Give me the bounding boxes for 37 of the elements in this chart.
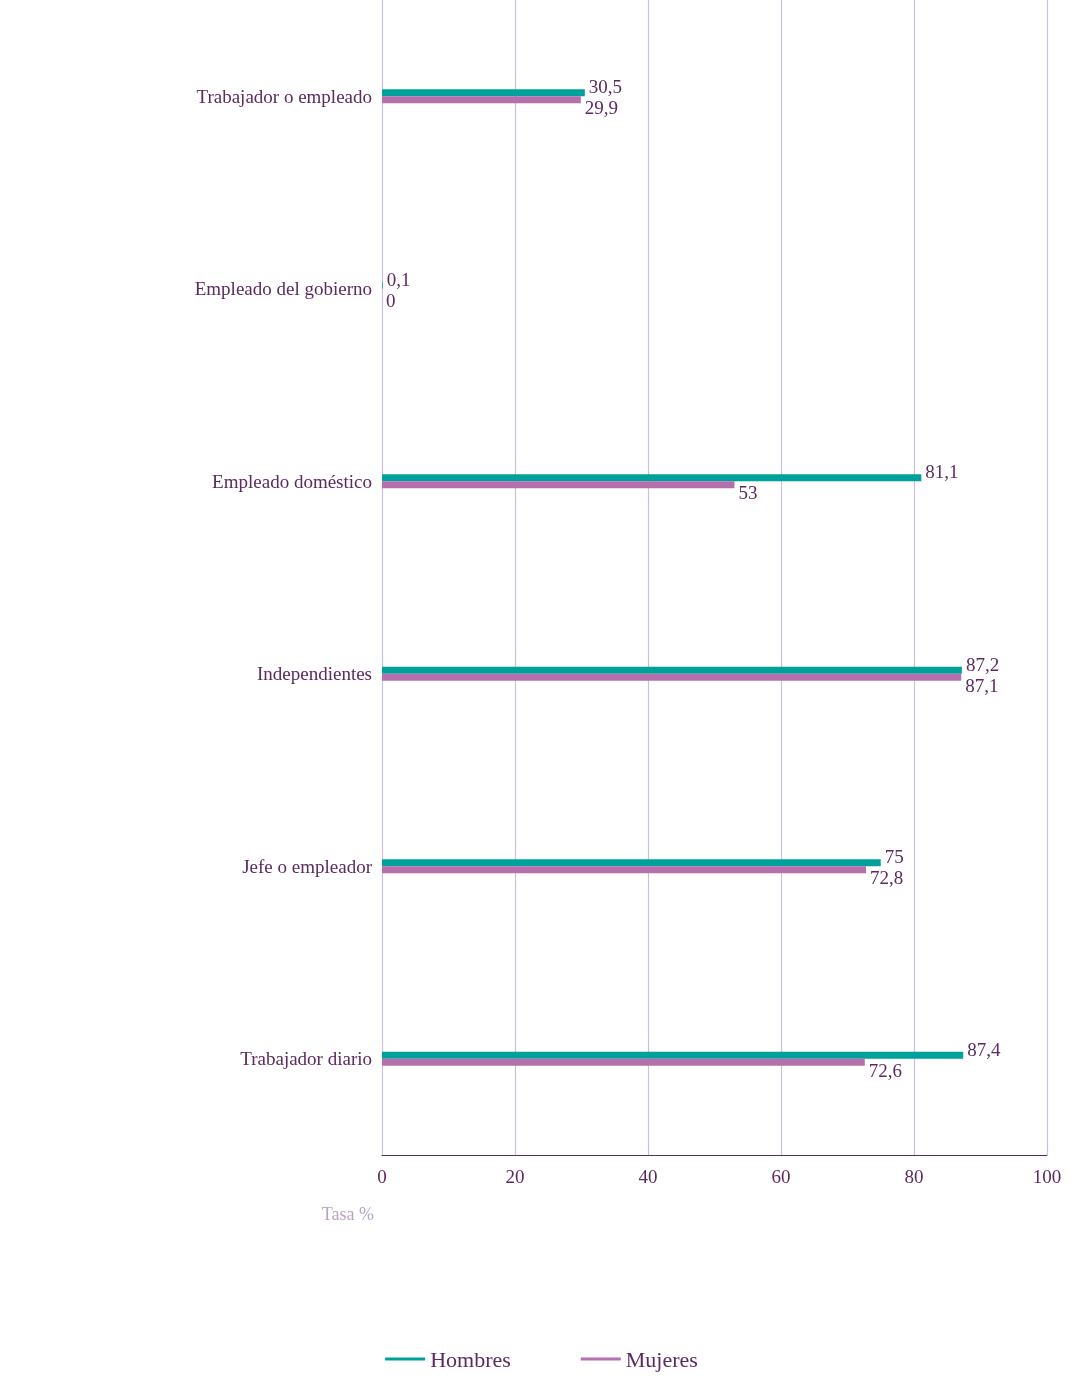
x-tick-label: 40: [638, 1166, 658, 1187]
bar: [382, 474, 922, 482]
data-label: 87,2: [965, 653, 1000, 675]
data-label: 0: [386, 289, 396, 311]
data-label: 30,5: [588, 76, 623, 98]
legend-label: Mujeres: [625, 1346, 698, 1372]
data-label: 0,1: [386, 268, 411, 290]
y-tick-label: Jefe o empleador: [242, 855, 373, 877]
x-tick-label: 20: [505, 1166, 525, 1187]
data-label: 87,4: [967, 1038, 1001, 1060]
bar: [382, 673, 962, 681]
bar: [382, 96, 581, 104]
y-tick-label: Empleado del gobierno: [194, 278, 372, 300]
data-label: 87,1: [965, 674, 999, 696]
bar: [382, 89, 585, 97]
x-tick-label: 60: [771, 1166, 791, 1187]
data-label: 81,1: [925, 461, 959, 483]
data-label: 53: [738, 482, 758, 504]
bar: [382, 1058, 865, 1066]
legend-label: Hombres: [430, 1346, 511, 1372]
y-tick-label: Trabajador diario: [240, 1048, 372, 1070]
x-axis-title: Tasa %: [321, 1204, 374, 1224]
x-tick-label: 0: [377, 1166, 387, 1187]
data-label: 29,9: [584, 97, 619, 119]
y-tick-label: Empleado doméstico: [212, 470, 372, 492]
data-label: 72,6: [868, 1059, 903, 1081]
data-label: 72,8: [870, 867, 904, 889]
bar: [382, 866, 867, 874]
bar: [382, 1051, 964, 1059]
bar: [382, 666, 962, 674]
data-label: 75: [884, 846, 904, 868]
x-tick-label: 80: [904, 1166, 924, 1187]
bar: [382, 859, 881, 867]
y-tick-label: Trabajador o empleado: [196, 85, 372, 107]
x-tick-label: 100: [1032, 1166, 1062, 1187]
y-tick-label: Independientes: [256, 663, 372, 685]
bar: [382, 481, 735, 489]
